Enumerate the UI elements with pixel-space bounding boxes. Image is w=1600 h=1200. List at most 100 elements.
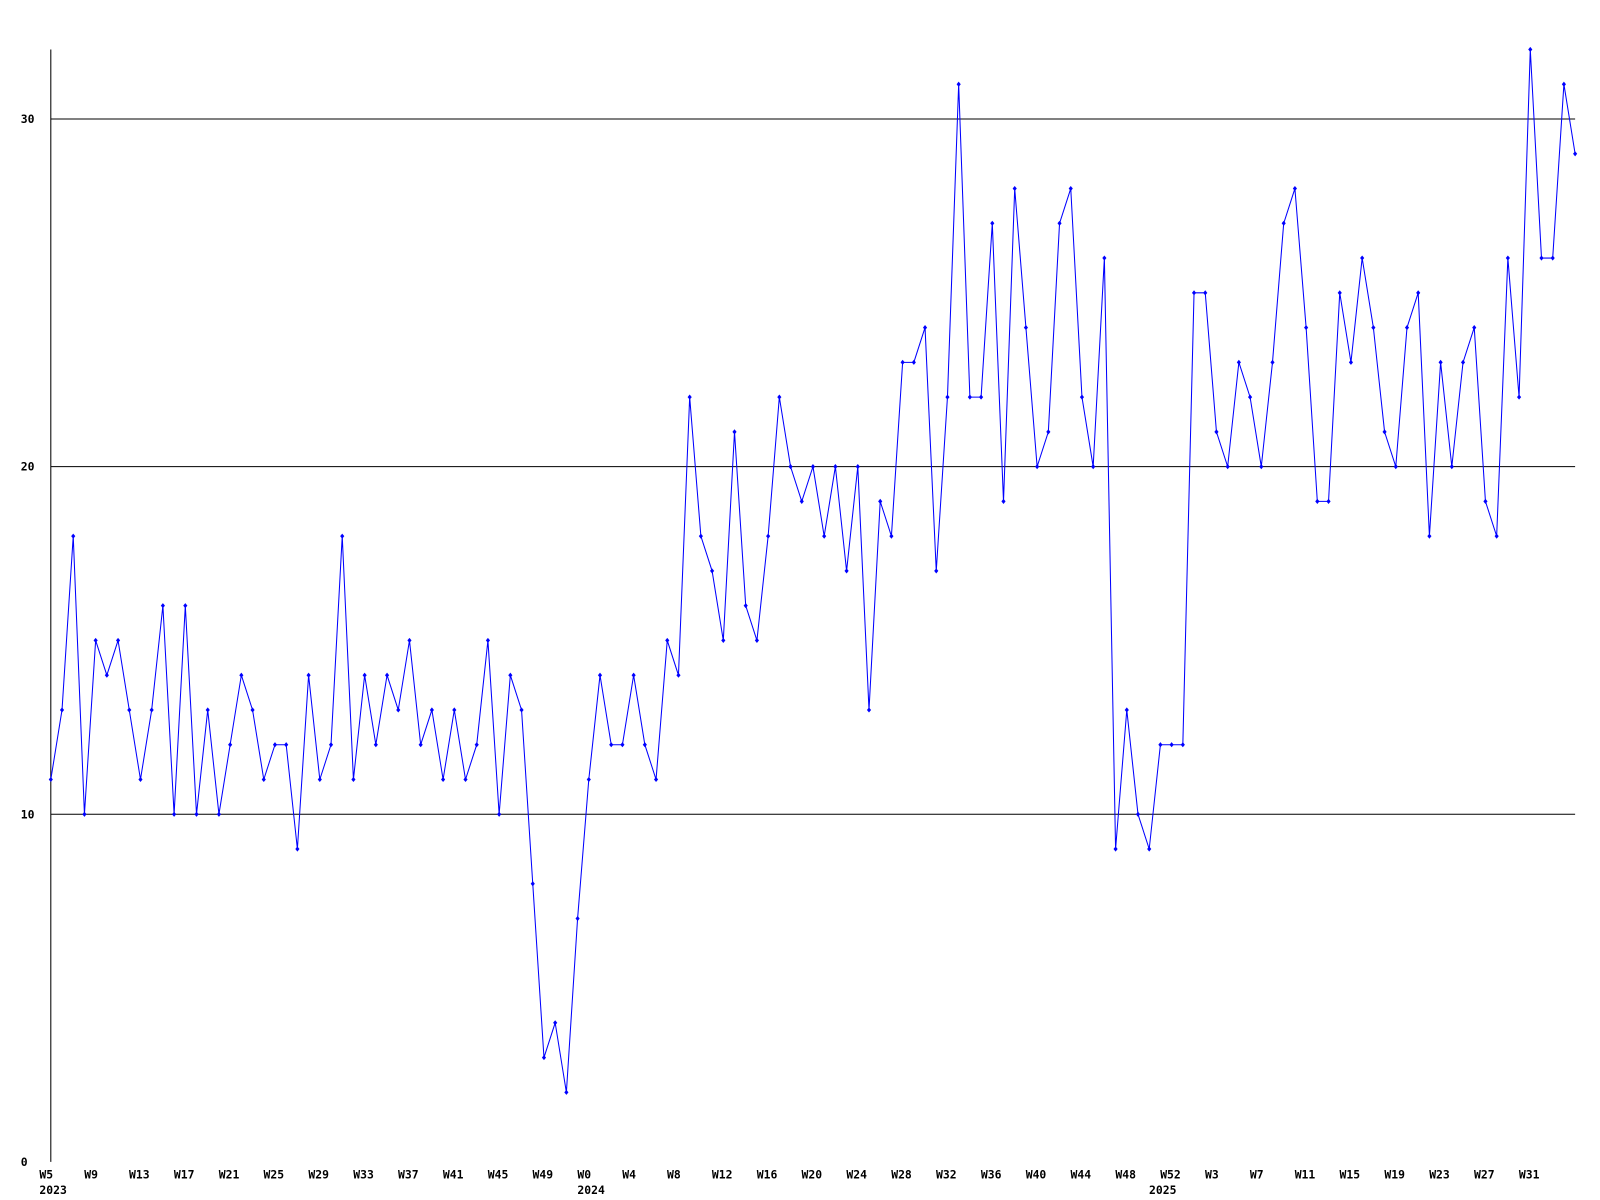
marker <box>71 533 76 539</box>
x-tick-label: W15 <box>1340 1167 1361 1181</box>
marker <box>1046 429 1051 435</box>
marker <box>183 603 188 609</box>
marker <box>822 533 827 539</box>
marker <box>463 776 468 783</box>
marker <box>979 394 984 400</box>
marker <box>1494 533 1499 539</box>
marker <box>878 498 883 504</box>
marker <box>687 394 692 400</box>
x-tick-label: W11 <box>1295 1167 1316 1181</box>
marker <box>1113 846 1118 852</box>
marker <box>844 568 849 574</box>
marker <box>1203 290 1208 296</box>
x-tick-label: W4 <box>622 1167 636 1181</box>
x-tick-label: W27 <box>1474 1167 1495 1181</box>
marker <box>1438 359 1443 365</box>
marker <box>104 672 109 678</box>
marker <box>115 637 121 644</box>
marker <box>295 846 300 852</box>
marker <box>228 742 233 748</box>
marker <box>1404 325 1410 331</box>
marker <box>934 568 939 574</box>
x-tick-label: W32 <box>936 1167 957 1181</box>
marker <box>1393 464 1398 470</box>
x-tick-label: W36 <box>981 1167 1002 1181</box>
marker <box>1539 255 1544 261</box>
marker <box>653 776 659 783</box>
marker <box>396 707 401 713</box>
marker <box>833 464 838 470</box>
marker <box>1315 498 1320 504</box>
marker <box>642 742 647 748</box>
marker <box>216 811 222 817</box>
marker <box>1012 185 1017 192</box>
marker <box>1326 498 1331 504</box>
marker <box>1348 359 1354 365</box>
marker <box>328 742 334 748</box>
marker <box>1259 464 1264 470</box>
marker <box>553 1020 558 1026</box>
marker <box>810 464 816 470</box>
marker <box>1270 359 1275 365</box>
marker <box>1091 464 1096 470</box>
y-tick-label: 10 <box>21 807 35 821</box>
x-tick-label: W23 <box>1429 1167 1450 1181</box>
marker <box>82 811 87 817</box>
marker <box>205 707 210 713</box>
x-tick-label: W5 <box>39 1167 53 1181</box>
marker <box>351 776 356 783</box>
x-tick-label: W25 <box>264 1167 285 1181</box>
marker <box>1427 533 1432 539</box>
x-tick-label: W3 <box>1205 1167 1219 1181</box>
marker <box>698 533 703 539</box>
x-year-label: 2024 <box>577 1183 605 1197</box>
marker <box>306 672 311 678</box>
marker <box>1124 707 1129 713</box>
marker <box>1180 742 1185 748</box>
marker <box>138 776 143 783</box>
marker <box>1191 290 1197 296</box>
marker <box>160 603 165 609</box>
marker <box>59 707 65 713</box>
x-tick-label: W8 <box>667 1167 681 1181</box>
marker <box>1550 255 1555 261</box>
marker <box>1561 81 1566 87</box>
marker <box>1135 811 1141 817</box>
marker <box>149 707 154 713</box>
x-tick-label: W44 <box>1071 1167 1092 1181</box>
marker <box>597 672 603 678</box>
marker <box>127 707 132 713</box>
marker <box>710 568 715 574</box>
marker <box>172 811 177 817</box>
marker <box>1516 394 1522 400</box>
marker <box>1460 359 1466 365</box>
marker <box>1248 394 1253 400</box>
marker <box>967 394 972 400</box>
marker <box>340 533 345 539</box>
marker <box>575 915 580 922</box>
marker <box>1236 359 1241 365</box>
marker <box>1169 742 1174 748</box>
marker <box>766 533 771 539</box>
marker <box>261 776 266 783</box>
marker <box>519 707 524 713</box>
marker <box>1057 220 1062 226</box>
x-tick-label: W48 <box>1115 1167 1136 1181</box>
x-tick-label: W9 <box>84 1167 98 1181</box>
marker <box>452 707 457 713</box>
marker <box>1472 325 1477 331</box>
marker <box>922 325 928 331</box>
x-tick-label: W49 <box>533 1167 554 1181</box>
marker <box>609 742 614 748</box>
x-tick-label: W13 <box>129 1167 150 1181</box>
marker <box>777 394 782 400</box>
marker <box>620 742 625 748</box>
y-tick-label: 30 <box>21 112 35 126</box>
marker <box>1483 498 1488 504</box>
x-tick-label: W0 <box>577 1167 591 1181</box>
x-tick-label: W52 <box>1160 1167 1181 1181</box>
marker <box>721 637 726 644</box>
marker <box>239 672 244 678</box>
